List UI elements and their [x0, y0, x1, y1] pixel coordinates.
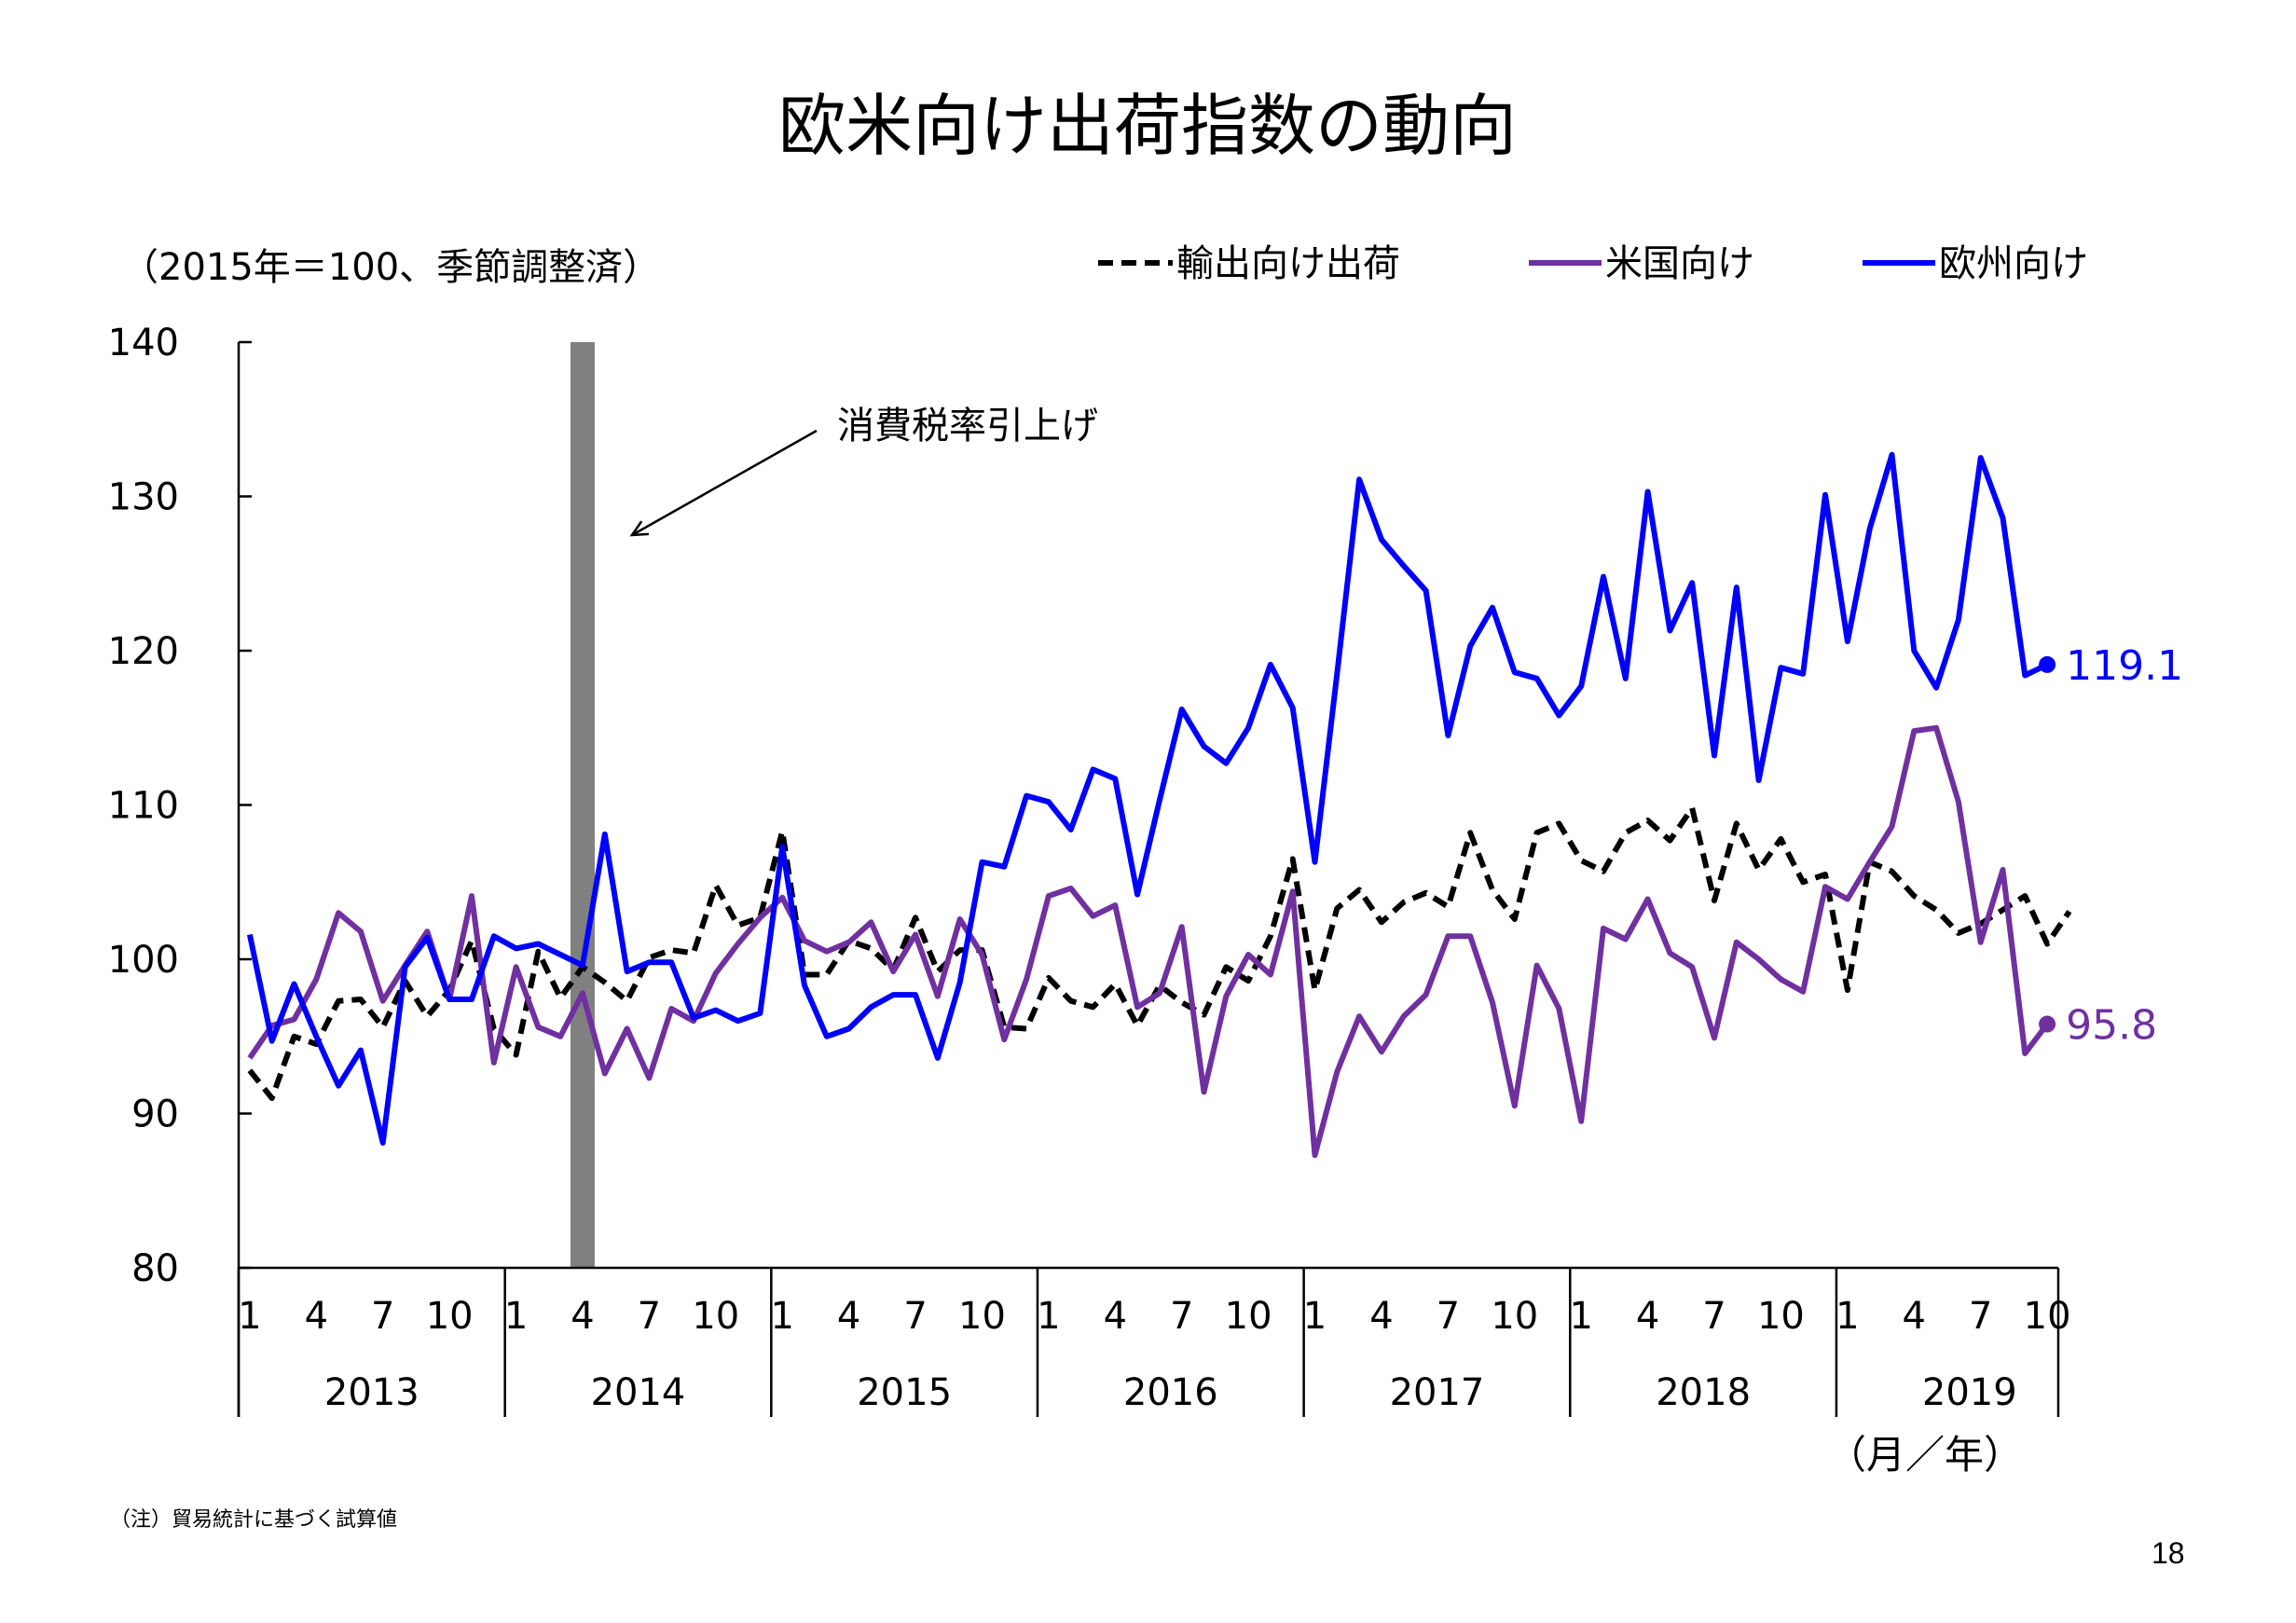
year-label: 2016: [1123, 1371, 1218, 1414]
x-tick-label: 4: [837, 1295, 860, 1338]
y-tick-label: 100: [108, 939, 179, 982]
x-tick-label: 4: [1903, 1295, 1926, 1338]
x-tick-label: 1: [504, 1295, 528, 1338]
y-tick-label: 90: [131, 1093, 179, 1136]
x-tick-label: 7: [1702, 1295, 1725, 1338]
end-label-europe: 119.1: [2066, 642, 2183, 690]
axes: [237, 342, 2058, 1417]
x-tick-label: 10: [1491, 1295, 1538, 1338]
year-label: 2017: [1390, 1371, 1485, 1414]
x-tick-label: 7: [1170, 1295, 1193, 1338]
end-marker-us: [2039, 1015, 2056, 1033]
legend-label-us: 米国向け: [1605, 242, 1754, 285]
end-label-us: 95.8: [2066, 1002, 2157, 1050]
x-tick-label: 7: [371, 1295, 394, 1338]
x-tick-label: 1: [238, 1295, 261, 1338]
x-axis-label: （月／年）: [1827, 1432, 2023, 1478]
year-label: 2013: [324, 1371, 419, 1414]
x-tick-label: 7: [638, 1295, 661, 1338]
tax-hike-band: [570, 342, 595, 1268]
y-tick-label: 140: [108, 322, 179, 364]
x-tick-label: 7: [1437, 1295, 1460, 1338]
x-tick-label: 4: [1636, 1295, 1659, 1338]
legend-label-exports: 輸出向け出荷: [1176, 242, 1400, 285]
legend: 輸出向け出荷 米国向け 欧州向け: [1098, 242, 2088, 285]
y-axis-ticks: 80 90 100 110 120 130 140: [108, 322, 252, 1290]
annotation-label: 消費税率引上げ: [837, 405, 1098, 447]
x-tick-label: 7: [903, 1295, 927, 1338]
x-tick-label: 10: [1225, 1295, 1272, 1338]
year-label: 2014: [591, 1371, 686, 1414]
series-line-exports: [247, 805, 2072, 1101]
y-tick-label: 110: [108, 785, 179, 828]
year-label: 2018: [1656, 1371, 1751, 1414]
x-tick-label: 4: [571, 1295, 594, 1338]
x-tick-label: 1: [1037, 1295, 1060, 1338]
chart-title: 欧米向け出荷指数の動向: [778, 87, 1517, 165]
series-line-us: [247, 724, 2050, 1159]
y-tick-label: 80: [131, 1247, 179, 1290]
page-number: 18: [2152, 1536, 2185, 1570]
y-tick-label: 120: [108, 630, 179, 673]
series-group: [246, 451, 2072, 1159]
x-tick-label: 4: [1369, 1295, 1393, 1338]
x-tick-label: 10: [1757, 1295, 1805, 1338]
x-tick-label: 1: [1303, 1295, 1327, 1338]
legend-label-europe: 欧州向け: [1939, 242, 2088, 285]
x-tick-label: 1: [1569, 1295, 1592, 1338]
x-tick-label: 10: [692, 1295, 739, 1338]
x-tick-label: 10: [958, 1295, 1006, 1338]
x-tick-label: 1: [770, 1295, 793, 1338]
x-tick-label: 1: [1835, 1295, 1859, 1338]
annotation-arrow: [631, 429, 818, 537]
x-tick-label: 4: [1104, 1295, 1127, 1338]
annotation-arrowhead: [629, 520, 650, 537]
year-label: 2015: [857, 1371, 952, 1414]
x-tick-label: 10: [426, 1295, 474, 1338]
end-marker-europe: [2039, 655, 2056, 673]
series-line-europe: [246, 451, 2049, 1146]
year-label: 2019: [1922, 1371, 2017, 1414]
x-tick-label: 7: [1969, 1295, 1992, 1338]
y-tick-label: 130: [108, 476, 179, 519]
x-tick-label: 10: [2024, 1295, 2071, 1338]
x-tick-label: 4: [305, 1295, 328, 1338]
footnote: （注）貿易統計に基づく試算値: [110, 1508, 398, 1532]
chart-subtitle: （2015年＝100、季節調整済）: [121, 246, 660, 289]
